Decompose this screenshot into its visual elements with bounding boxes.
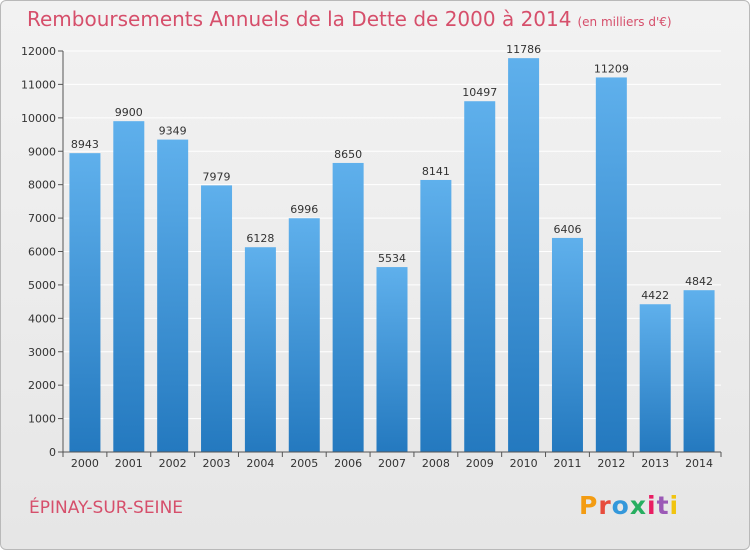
x-tick-label: 2005 bbox=[290, 457, 318, 470]
bar bbox=[508, 58, 540, 453]
x-tick-label: 2012 bbox=[597, 457, 625, 470]
x-tick-label: 2001 bbox=[115, 457, 143, 470]
x-tick-label: 2008 bbox=[422, 457, 450, 470]
x-tick-label: 2002 bbox=[159, 457, 187, 470]
bar-value-label: 6996 bbox=[290, 203, 318, 216]
bar bbox=[639, 304, 671, 452]
bar-value-label: 4422 bbox=[641, 289, 669, 302]
bar bbox=[113, 121, 145, 453]
chart-subtitle: (en milliers d'€) bbox=[577, 15, 672, 29]
bar bbox=[201, 185, 233, 453]
y-tick-label: 12000 bbox=[21, 45, 56, 58]
bar-value-label: 11209 bbox=[594, 62, 629, 75]
bar bbox=[376, 267, 408, 452]
x-tick-label: 2007 bbox=[378, 457, 406, 470]
x-tick-label: 2003 bbox=[203, 457, 231, 470]
logo-letter: o bbox=[611, 491, 630, 520]
bar bbox=[157, 139, 189, 452]
y-tick-label: 10000 bbox=[21, 112, 56, 125]
y-tick-label: 9000 bbox=[28, 145, 56, 158]
proxiti-logo: Proxiti bbox=[579, 491, 679, 520]
chart-title: Remboursements Annuels de la Dette de 20… bbox=[27, 7, 672, 31]
y-tick-label: 5000 bbox=[28, 279, 56, 292]
logo-letter: r bbox=[598, 491, 612, 520]
logo-letter: i bbox=[669, 491, 680, 520]
chart-title-text: Remboursements Annuels de la Dette de 20… bbox=[27, 7, 572, 31]
bar-value-label: 7979 bbox=[203, 170, 231, 183]
y-tick-label: 8000 bbox=[28, 179, 56, 192]
y-tick-label: 3000 bbox=[28, 346, 56, 359]
y-tick-label: 11000 bbox=[21, 78, 56, 91]
bar bbox=[683, 290, 715, 452]
y-tick-label: 6000 bbox=[28, 246, 56, 259]
x-tick-label: 2000 bbox=[71, 457, 99, 470]
bar-value-label: 11786 bbox=[506, 43, 541, 56]
city-name: ÉPINAY-SUR-SEINE bbox=[29, 498, 184, 518]
bar-value-label: 10497 bbox=[462, 86, 497, 99]
bar-value-label: 8943 bbox=[71, 138, 99, 151]
x-tick-label: 2004 bbox=[246, 457, 274, 470]
y-tick-label: 2000 bbox=[28, 379, 56, 392]
logo-letter: x bbox=[629, 491, 647, 520]
bar bbox=[69, 153, 101, 452]
bar bbox=[244, 247, 276, 452]
y-tick-label: 1000 bbox=[28, 413, 56, 426]
bar-value-label: 9349 bbox=[159, 125, 187, 138]
x-tick-label: 2013 bbox=[641, 457, 669, 470]
bar-value-label: 8141 bbox=[422, 165, 450, 178]
logo-letter: P bbox=[579, 491, 599, 520]
bar-value-label: 5534 bbox=[378, 252, 406, 265]
axes: 0 1000 2000 3000 4000 5000 6000 7000 8000 9000 100… bbox=[21, 45, 722, 470]
x-tick-label: 2006 bbox=[334, 457, 362, 470]
logo-letter: t bbox=[656, 491, 670, 520]
bar-value-label: 6406 bbox=[553, 223, 581, 236]
x-tick-label: 2011 bbox=[553, 457, 581, 470]
logo-letter: i bbox=[647, 491, 657, 520]
bar bbox=[288, 218, 320, 452]
bar-value-label: 6128 bbox=[246, 232, 274, 245]
y-tick-label: 7000 bbox=[28, 212, 56, 225]
bar-value-label: 9900 bbox=[115, 106, 143, 119]
bar bbox=[551, 237, 583, 452]
bar bbox=[332, 162, 364, 452]
y-tick-label: 4000 bbox=[28, 312, 56, 325]
bar bbox=[595, 77, 627, 452]
x-tick-label: 2014 bbox=[685, 457, 713, 470]
bar bbox=[464, 101, 496, 452]
bars: 8943 9900 9349 7979 6128 6996 8650 5534 8141 1049… bbox=[69, 43, 715, 453]
x-tick-label: 2010 bbox=[510, 457, 538, 470]
x-tick-label: 2009 bbox=[466, 457, 494, 470]
bar-value-label: 8650 bbox=[334, 148, 362, 161]
bar-value-label: 4842 bbox=[685, 275, 713, 288]
bar bbox=[420, 179, 452, 453]
y-tick-label: 0 bbox=[49, 446, 56, 459]
